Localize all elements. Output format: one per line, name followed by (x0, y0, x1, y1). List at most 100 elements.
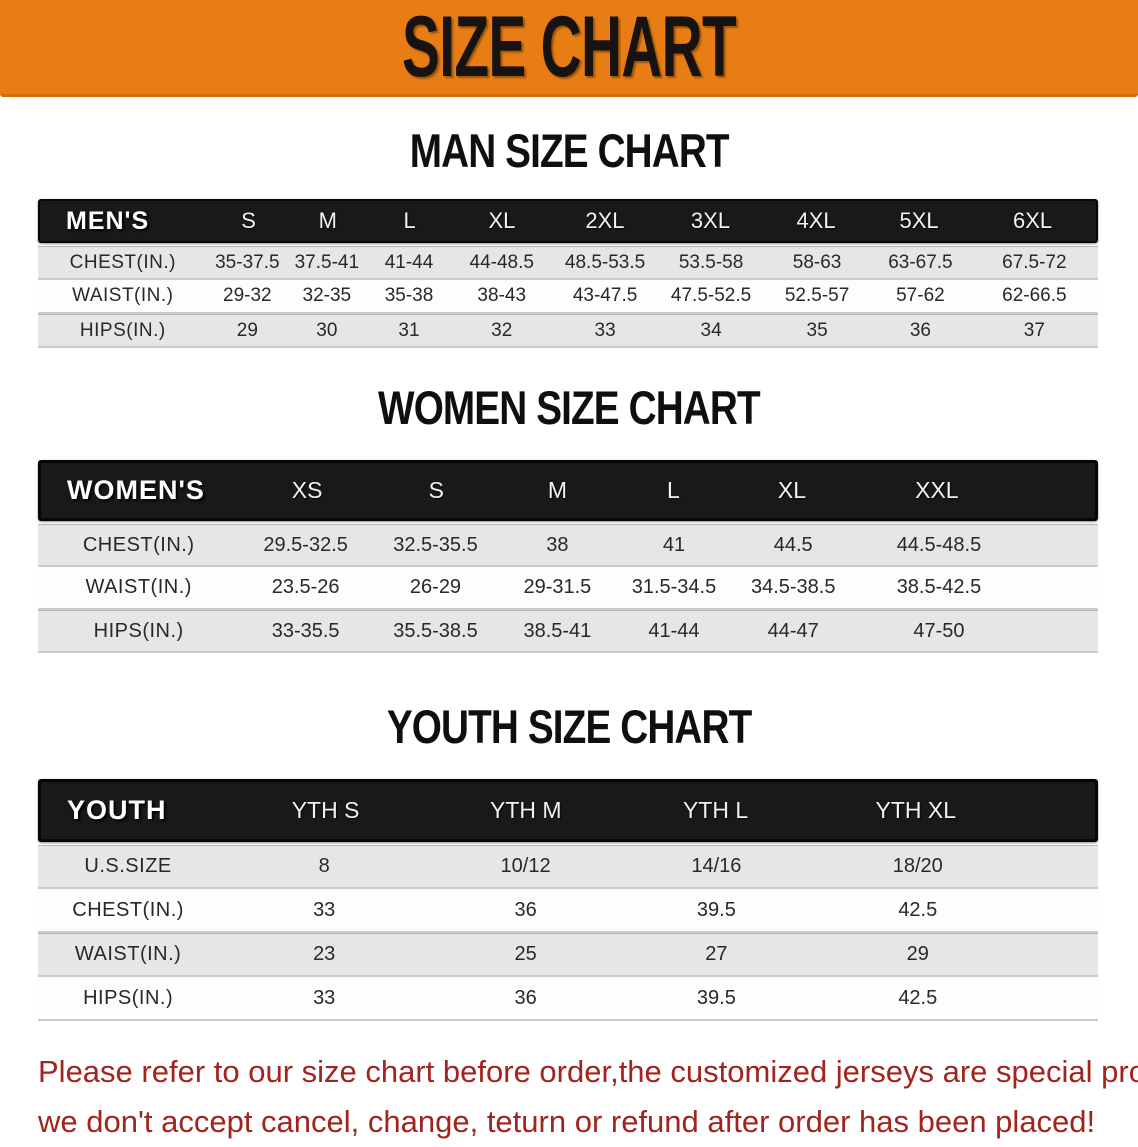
measurement-cell: 33 (313, 898, 336, 921)
measurement-cell: 27 (705, 943, 728, 965)
measurement-cell: 38.5-42.5 (896, 576, 982, 598)
table-row: HIPS(IN.) 29 30 31 32 33 34 35 36 37 (38, 314, 1098, 348)
measurement-cell: 58-63 (792, 251, 842, 273)
row-label: CHEST(IN.) (69, 251, 176, 273)
size-column-header: 6XL (1012, 208, 1053, 233)
measurement-cell: 42.5 (898, 898, 938, 921)
section-youth: YOUTH SIZE CHART YOUTH YTH S YTH M YTH L YTH … (0, 701, 1138, 1021)
measurement-cell: 35 (806, 319, 828, 341)
section-title-text: WOMEN SIZE CHART (378, 382, 761, 435)
measurement-cell: 36 (514, 898, 537, 921)
measurement-cell: 31 (398, 319, 420, 341)
measurement-cell: 36 (514, 986, 537, 1009)
table-row: HIPS(IN.) 33 36 39.5 42.5 (38, 977, 1098, 1021)
measurement-cell: 41-44 (648, 619, 700, 642)
measurement-cell: 35-38 (384, 285, 434, 306)
table-header-row: YOUTH YTH S YTH M YTH L YTH XL (38, 779, 1098, 842)
size-column-header: XL (488, 208, 516, 233)
measurement-cell: 32 (491, 319, 513, 341)
measurement-cell: 29 (906, 943, 929, 965)
measurement-cell: 34 (700, 319, 722, 341)
disclaimer-line-1: Please refer to our size chart before or… (38, 1054, 1138, 1089)
measurement-cell: 67.5-72 (1002, 251, 1067, 273)
row-label: HIPS(IN.) (83, 986, 174, 1009)
measurement-cell: 62-66.5 (1002, 285, 1067, 306)
size-column-header: XS (291, 477, 323, 503)
measurement-cell: 34.5-38.5 (750, 576, 836, 598)
size-column-header: YTH XL (875, 797, 957, 823)
table-row: CHEST(IN.) 35-37.5 37.5-41 41-44 44-48.5 48.5… (38, 246, 1098, 280)
section-men: MAN SIZE CHART MEN'S S M L XL 2XL 3XL 4XL 5XL 6XL C… (0, 125, 1138, 348)
row-label: CHEST(IN.) (72, 898, 184, 921)
size-column-header: L (403, 208, 416, 233)
row-label: U.S.SIZE (84, 855, 172, 877)
section-title-men: MAN SIZE CHART (0, 125, 1138, 178)
size-table-youth: YOUTH YTH S YTH M YTH L YTH XL U.S.SIZE 8 10/12… (38, 779, 1098, 1021)
measurement-cell: 63-67.5 (888, 251, 953, 273)
measurement-cell: 31.5-34.5 (631, 576, 717, 598)
measurement-cell: 38-43 (477, 285, 527, 306)
measurement-cell: 38 (546, 533, 569, 556)
size-chart-banner: SIZE CHART (0, 0, 1138, 97)
measurement-cell: 33-35.5 (271, 619, 340, 642)
banner-title: SIZE CHART (402, 0, 737, 95)
table-row: U.S.SIZE 8 10/12 14/16 18/20 (38, 845, 1098, 889)
size-column-header: YTH M (490, 797, 562, 823)
measurement-cell: 39.5 (696, 986, 736, 1009)
row-label: WAIST(IN.) (85, 576, 192, 598)
measurement-cell: 44-48.5 (469, 251, 534, 273)
measurement-cell: 42.5 (898, 986, 938, 1009)
row-label: WAIST(IN.) (72, 285, 174, 306)
measurement-cell: 35-37.5 (215, 251, 280, 273)
size-column-header: M (318, 208, 337, 233)
measurement-cell: 44-47 (767, 619, 819, 642)
size-column-header: YTH S (291, 797, 360, 823)
disclaimer: Please refer to our size chart before or… (38, 1047, 1138, 1147)
table-row: HIPS(IN.) 33-35.5 35.5-38.5 38.5-41 41-44 44-… (38, 610, 1098, 653)
table-row: WAIST(IN.) 23 25 27 29 (38, 933, 1098, 977)
measurement-cell: 29-32 (223, 285, 272, 306)
measurement-cell: 38.5-41 (523, 619, 592, 642)
measurement-cell: 43-47.5 (572, 285, 638, 306)
measurement-cell: 26-29 (409, 576, 462, 598)
size-table-women: WOMEN'S XS S M L XL XXL CHEST(IN.) 29.5-32.5 32.5… (38, 460, 1098, 653)
row-label: CHEST(IN.) (82, 533, 195, 556)
measurement-cell: 37 (1023, 319, 1045, 341)
measurement-cell: 53.5-58 (678, 251, 744, 273)
size-column-header: 5XL (899, 208, 939, 233)
section-title-women: WOMEN SIZE CHART (0, 382, 1138, 435)
measurement-cell: 10/12 (500, 855, 551, 877)
disclaimer-line-2: we don't accept cancel, change, teturn o… (38, 1104, 1096, 1140)
size-column-header: L (666, 477, 680, 503)
table-header-row: MEN'S S M L XL 2XL 3XL 4XL 5XL 6XL (38, 199, 1098, 243)
measurement-cell: 37.5-41 (294, 251, 360, 273)
section-title-youth: YOUTH SIZE CHART (0, 701, 1138, 754)
size-column-header: XL (777, 477, 807, 503)
table-header-label: WOMEN'S (67, 475, 205, 505)
section-title-text: YOUTH SIZE CHART (386, 701, 752, 754)
table-row: CHEST(IN.) 29.5-32.5 32.5-35.5 38 41 44.5 44.5… (38, 524, 1098, 567)
measurement-cell: 14/16 (691, 855, 742, 877)
measurement-cell: 32.5-35.5 (393, 533, 478, 556)
measurement-cell: 57-62 (896, 285, 945, 306)
section-title-text: MAN SIZE CHART (409, 125, 730, 178)
row-label: HIPS(IN.) (93, 619, 184, 642)
measurement-cell: 44.5 (773, 533, 813, 556)
measurement-cell: 30 (316, 319, 338, 341)
measurement-cell: 47-50 (913, 619, 965, 642)
measurement-cell: 29 (236, 319, 258, 341)
size-table-men: MEN'S S M L XL 2XL 3XL 4XL 5XL 6XL CHEST(IN.) 35-37… (38, 199, 1098, 348)
section-women: WOMEN SIZE CHART WOMEN'S XS S M L XL XXL CHEST(I… (0, 382, 1138, 653)
measurement-cell: 25 (514, 943, 537, 965)
row-label: HIPS(IN.) (79, 319, 166, 341)
table-row: WAIST(IN.) 23.5-26 26-29 29-31.5 31.5-34.5 34… (38, 567, 1098, 610)
table-header-label: MEN'S (66, 206, 150, 235)
table-header-label: YOUTH (67, 795, 167, 825)
size-column-header: XXL (915, 477, 959, 503)
measurement-cell: 23.5-26 (271, 576, 340, 598)
size-column-header: S (428, 477, 444, 503)
size-column-header: YTH L (682, 797, 749, 823)
measurement-cell: 23 (313, 943, 336, 965)
size-column-header: 2XL (585, 208, 625, 233)
table-row: WAIST(IN.) 29-32 32-35 35-38 38-43 43-47.5 47.… (38, 280, 1098, 314)
